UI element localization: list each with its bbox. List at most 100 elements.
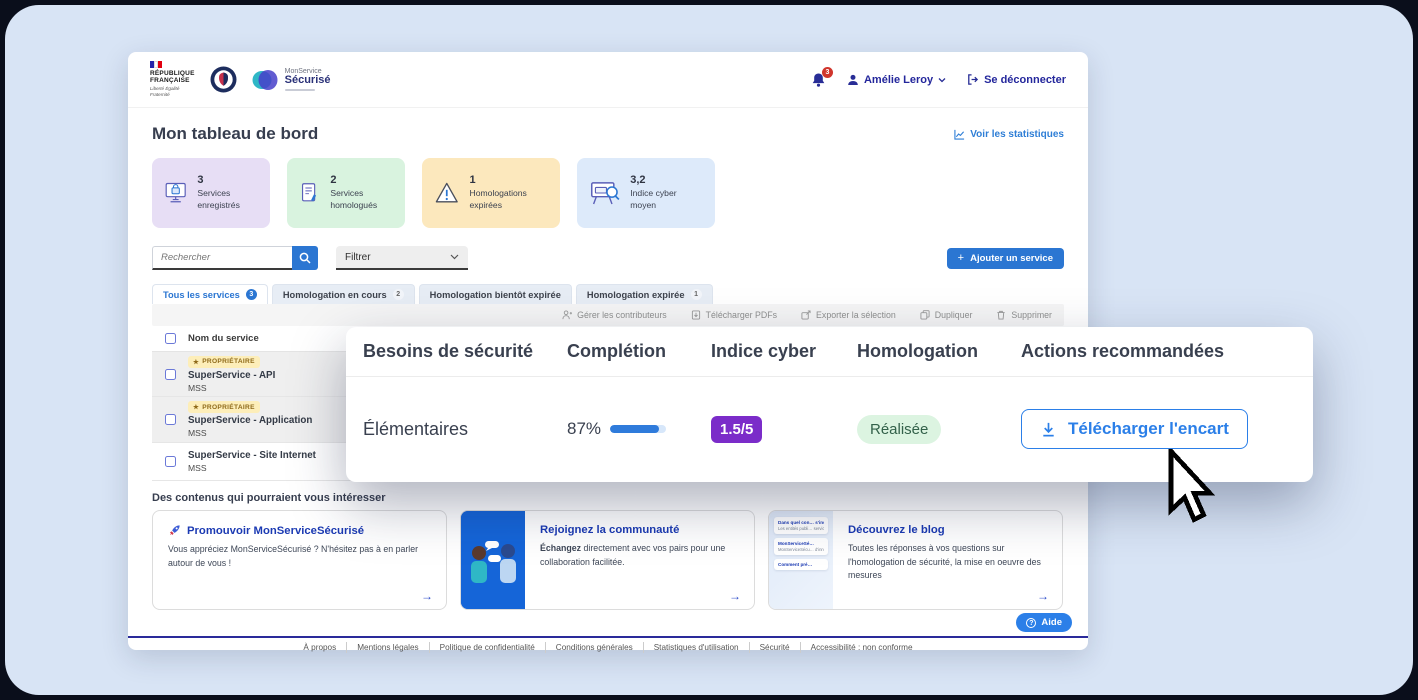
page-title: Mon tableau de bord <box>152 124 319 143</box>
duplicate-icon <box>920 310 930 320</box>
user-menu[interactable]: Amélie Leroy <box>847 74 946 86</box>
tab-approval-expiring-soon[interactable]: Homologation bientôt expirée <box>418 284 572 304</box>
footer-link-legal[interactable]: Mentions légales <box>347 642 430 654</box>
footer-link-privacy[interactable]: Politique de confidentialité <box>430 642 546 654</box>
name-column-header: Nom du service <box>188 333 259 344</box>
view-statistics-label: Voir les statistiques <box>970 128 1064 140</box>
action-label: Supprimer <box>1011 310 1052 320</box>
footer-link-accessibility[interactable]: Accessibilité : non conforme <box>810 643 913 652</box>
download-insert-button[interactable]: Télécharger l'encart <box>1021 409 1248 449</box>
community-illustration <box>461 511 525 609</box>
magnified-row-panel: Besoins de sécurité Complétion Indice cy… <box>346 327 1313 482</box>
star-icon: ★ <box>193 404 200 411</box>
republique-line2: FRANÇAISE <box>150 77 190 85</box>
stats-cards: 3 Services enregistrés 2 Services homolo… <box>152 158 715 228</box>
mss-name-bottom: Sécurisé <box>284 74 331 87</box>
search-button[interactable] <box>292 246 318 270</box>
blog-card[interactable]: Dans quel con… s'inscrit MonS… Les entit… <box>768 510 1063 610</box>
column-indice-cyber: Indice cyber <box>711 341 817 361</box>
content-cards: Promouvoir MonServiceSécurisé Vous appré… <box>152 510 1063 610</box>
mss-tagline <box>284 88 315 91</box>
french-flag-icon <box>150 60 195 68</box>
blog-preview-title: Dans quel con… s'inscrit MonS… <box>778 520 824 525</box>
duplicate-action[interactable]: Dupliquer <box>920 310 972 320</box>
app-header: RÉPUBLIQUE FRANÇAISE Liberté Égalité Frat… <box>128 52 1088 108</box>
view-statistics-link[interactable]: Voir les statistiques <box>954 129 1064 140</box>
blog-preview-body: MonServiceSécu… d'innovation de <box>778 547 824 552</box>
stat-label: Indice cyber moyen <box>630 188 677 210</box>
row-checkbox[interactable] <box>164 456 176 467</box>
row-checkbox[interactable] <box>164 368 176 380</box>
stat-card-expired-approvals[interactable]: 1 Homologations expirées <box>422 158 560 228</box>
star-icon: ★ <box>193 358 200 366</box>
stat-value: 3 <box>197 174 204 187</box>
header-actions: 3 Amélie Leroy Se déco <box>811 66 1066 88</box>
document-check-icon <box>301 183 317 202</box>
column-actions: Actions recommandées <box>1021 341 1225 361</box>
logout-button[interactable]: Se déconnecter <box>966 73 1066 86</box>
owner-badge-label: PROPRIÉTAIRE <box>202 358 255 365</box>
stat-card-services-registered[interactable]: 3 Services enregistrés <box>152 158 270 228</box>
chevron-down-icon <box>450 254 459 260</box>
action-label: Gérer les contributeurs <box>577 310 667 320</box>
anssi-roundel-logo <box>210 66 237 93</box>
card-title: Promouvoir MonServiceSécurisé <box>187 524 365 537</box>
card-title: Découvrez le blog <box>848 524 945 536</box>
search-input[interactable] <box>152 246 292 270</box>
footer-link-about[interactable]: À propos <box>293 642 348 654</box>
tab-count-badge: 3 <box>245 289 257 300</box>
card-title: Rejoignez la communauté <box>540 524 680 536</box>
mss-name-top: MonService <box>284 68 322 76</box>
service-name: SuperService - API <box>188 369 276 381</box>
add-service-button[interactable]: + Ajouter un service <box>946 247 1064 269</box>
besoins-value: Élémentaires <box>363 418 469 439</box>
promote-card[interactable]: Promouvoir MonServiceSécurisé Vous appré… <box>152 510 447 610</box>
tab-all-services[interactable]: Tous les services 3 <box>152 284 268 304</box>
blog-preview-title: Comment pré… <box>778 562 813 567</box>
contents-section-title: Des contenus qui pourraient vous intéres… <box>152 492 386 504</box>
background-canvas: RÉPUBLIQUE FRANÇAISE Liberté Égalité Frat… <box>5 5 1413 695</box>
service-tabs: Tous les services 3 Homologation en cour… <box>152 284 713 304</box>
search-icon <box>299 252 311 264</box>
cyber-index-badge: 1.5/5 <box>711 415 763 443</box>
filter-label: Filtrer <box>345 251 371 263</box>
footer-link-terms[interactable]: Conditions générales <box>546 642 644 654</box>
card-body: Toutes les réponses à vos questions sur … <box>848 543 1041 581</box>
user-icon <box>848 74 858 85</box>
service-org: MSS <box>188 428 207 438</box>
download-icon <box>1043 422 1054 436</box>
help-label: Aide <box>1041 617 1062 628</box>
tab-label: Homologation bientôt expirée <box>429 289 561 300</box>
download-pdfs-action[interactable]: Télécharger PDFs <box>691 310 777 320</box>
add-service-label: Ajouter un service <box>970 252 1053 264</box>
completion-progress-bar <box>610 425 667 433</box>
blog-preview-item: Dans quel con… s'inscrit MonS… Les entit… <box>774 517 828 534</box>
select-all-checkbox[interactable] <box>164 333 176 344</box>
footer-link-security[interactable]: Sécurité <box>750 642 801 654</box>
completion-progress-fill <box>610 425 659 433</box>
manage-contributors-action[interactable]: Gérer les contributeurs <box>562 310 667 320</box>
notifications-button[interactable]: 3 <box>811 66 833 88</box>
stat-card-cyber-index[interactable]: 3,2 Indice cyber moyen <box>577 158 715 228</box>
help-button[interactable]: ? Aide <box>1016 613 1072 632</box>
community-card[interactable]: Rejoignez la communauté Échangez directe… <box>460 510 755 610</box>
footer-link-usage-stats[interactable]: Statistiques d'utilisation <box>644 642 750 654</box>
chevron-down-icon <box>938 77 946 82</box>
stat-card-services-approved[interactable]: 2 Services homologués <box>287 158 405 228</box>
rocket-icon <box>169 525 180 536</box>
monservice-securise-logo: MonService Sécurisé <box>252 67 331 93</box>
filter-dropdown[interactable]: Filtrer <box>336 246 468 270</box>
footer-links: À propos Mentions légales Politique de c… <box>128 642 1088 654</box>
tab-approval-expired[interactable]: Homologation expirée 1 <box>575 284 713 304</box>
delete-action[interactable]: Supprimer <box>996 310 1052 320</box>
export-selection-action[interactable]: Exporter la sélection <box>801 310 896 320</box>
bell-icon <box>812 72 825 87</box>
tab-approval-in-progress[interactable]: Homologation en cours 2 <box>271 284 415 304</box>
card-body: directement avec vos pairs pour une coll… <box>540 543 726 567</box>
notification-count-badge: 3 <box>821 66 833 78</box>
tab-label: Homologation en cours <box>282 289 387 300</box>
panel-data-row: Élémentaires 87% 1.5/5 Réalisée T <box>346 377 1313 481</box>
warning-triangle-icon <box>435 182 458 203</box>
row-checkbox[interactable] <box>164 414 176 425</box>
